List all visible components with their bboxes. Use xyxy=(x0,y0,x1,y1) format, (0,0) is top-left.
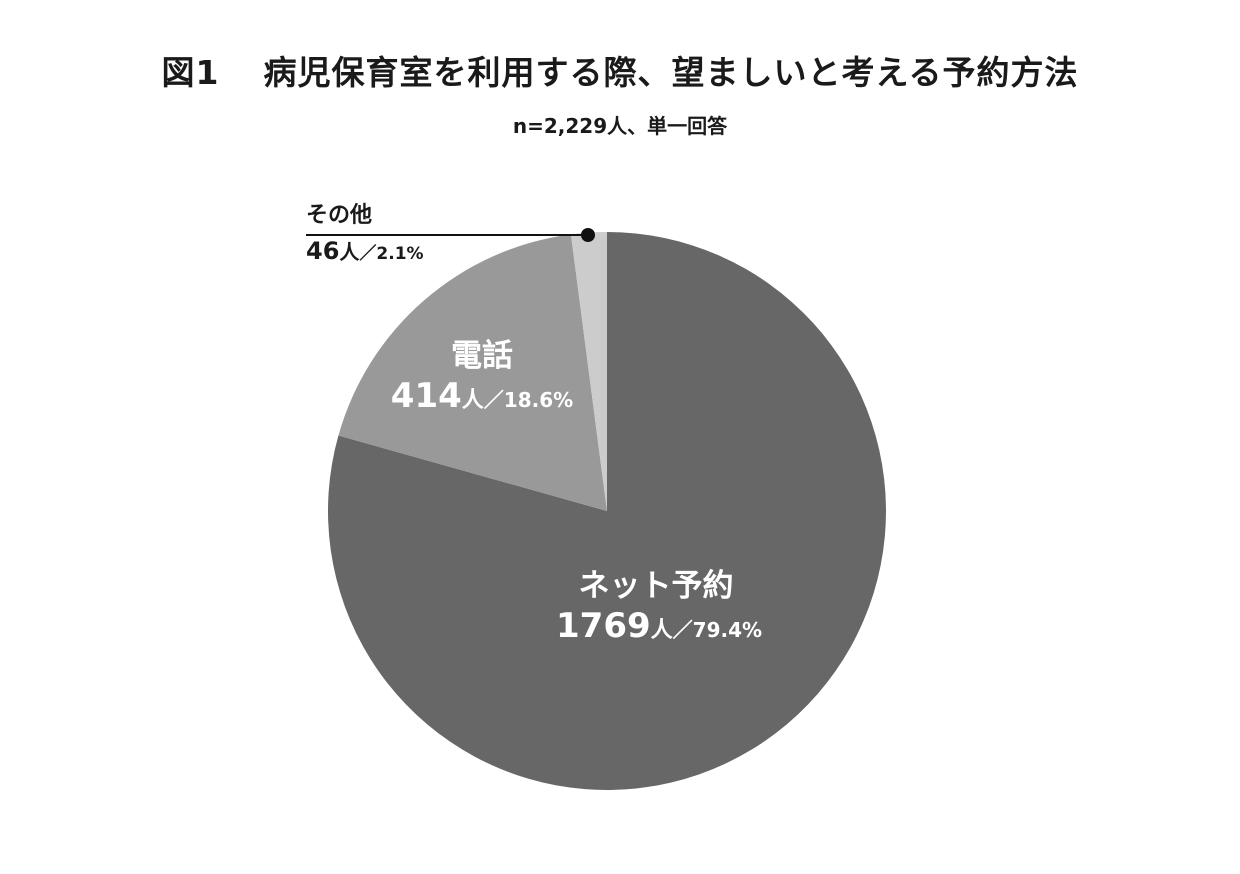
slice-label-other: その他 46人／2.1% xyxy=(306,202,424,265)
slice-net xyxy=(328,232,887,791)
slice-name: その他 xyxy=(306,203,373,228)
slice-phone xyxy=(338,234,607,511)
slice-unit: 人 xyxy=(339,240,360,264)
chart-subtitle: n=2,229人、単一回答 xyxy=(512,114,728,138)
slice-label-net: ネット予約 1769人／79.4% xyxy=(556,566,762,646)
slice-percent: 18.6% xyxy=(503,388,574,412)
slice-percent: 79.4% xyxy=(692,618,763,642)
title-text: 病児保育室を利用する際、望ましいと考える予約方法 xyxy=(263,53,1079,92)
slice-unit: 人 xyxy=(650,618,673,643)
pie-slices xyxy=(328,232,887,791)
slice-percent: 2.1% xyxy=(376,244,424,264)
slice-label-phone: 電話 414人／18.6% xyxy=(382,336,582,416)
slice-separator: ／ xyxy=(359,244,377,264)
slice-other xyxy=(570,232,607,511)
slice-count: 414 xyxy=(390,376,462,416)
leader-lines xyxy=(306,228,595,242)
slice-separator: ／ xyxy=(672,618,693,642)
leader-dot xyxy=(581,228,595,242)
slice-name: ネット予約 xyxy=(578,568,734,604)
slice-unit: 人 xyxy=(461,388,484,413)
slice-name: 電話 xyxy=(451,338,513,374)
slice-count: 1769 xyxy=(556,606,651,646)
chart-title: 図1 病児保育室を利用する際、望ましいと考える予約方法 xyxy=(0,46,1240,94)
slice-separator: ／ xyxy=(483,388,504,412)
figure-number: 図1 xyxy=(161,53,220,92)
slice-count: 46 xyxy=(306,237,340,265)
